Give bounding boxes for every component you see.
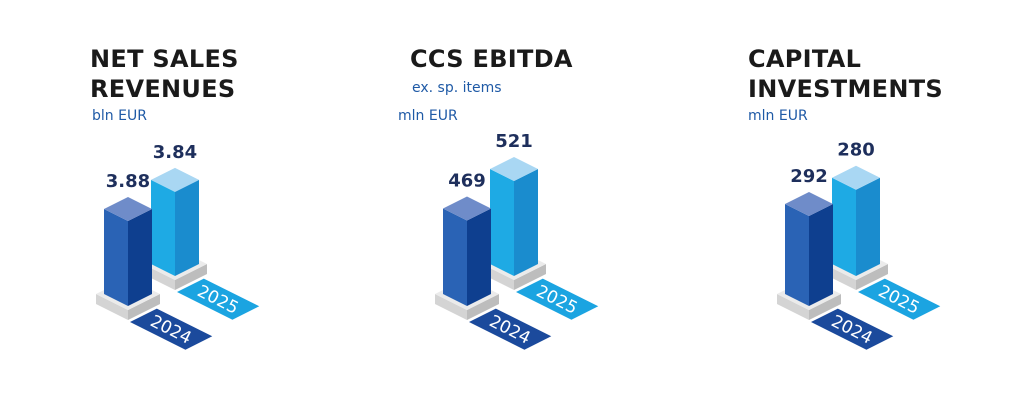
bar-2025-top-face xyxy=(832,165,880,190)
bar-2025-left-face xyxy=(832,177,856,276)
chart-title-line2: INVESTMENTS xyxy=(748,75,943,103)
value-label: 280 xyxy=(837,140,875,161)
bar-2025-left-face xyxy=(151,179,175,276)
bar-2024-right-face xyxy=(809,204,833,306)
value-label: 292 xyxy=(790,166,828,187)
pedestal-right-face xyxy=(514,264,546,290)
bar-2024-top-face xyxy=(785,192,833,216)
value-label: 469 xyxy=(448,170,486,191)
bar-2024-left-face xyxy=(785,204,809,306)
year-plate-2025 xyxy=(858,278,941,320)
year-plate-2024 xyxy=(469,308,552,350)
chart-title-line1: NET SALES xyxy=(90,45,239,73)
chart-subtitle: ex. sp. items xyxy=(412,80,502,96)
year-plate-2024 xyxy=(811,308,894,350)
pedestal-right-face xyxy=(128,294,160,320)
unit-label: mln EUR xyxy=(748,108,808,124)
bar-2024-left-face xyxy=(104,209,128,306)
panel-capital-investments: CAPITAL INVESTMENTS mln EUR xyxy=(748,44,1008,124)
pedestal-left-face xyxy=(777,294,809,320)
pedestal-right-face xyxy=(856,264,888,290)
panel-ccs-ebitda: CCS EBITDA ex. sp. items mln EUR xyxy=(398,44,670,124)
bar-2025-top-face xyxy=(490,157,538,181)
value-label: 521 xyxy=(495,131,533,152)
bar-2024-right-face xyxy=(467,208,491,306)
bar-2025-left-face xyxy=(490,169,514,276)
pedestal-right-face xyxy=(175,264,207,290)
value-label: 3.88 xyxy=(106,171,150,192)
pedestal-left-face xyxy=(96,294,128,320)
bar-2024-top-face xyxy=(443,196,491,221)
unit-label: mln EUR xyxy=(398,108,458,124)
year-plate-2025 xyxy=(516,278,599,320)
panel-net-sales: NET SALES REVENUES bln EUR xyxy=(90,44,350,124)
bar-2025-right-face xyxy=(514,169,538,276)
chart-title-line1: CCS EBITDA xyxy=(410,45,573,73)
bar-2025-right-face xyxy=(175,179,199,276)
bar-2024-left-face xyxy=(443,208,467,306)
year-plate-2024 xyxy=(130,308,213,350)
unit-label: bln EUR xyxy=(92,108,147,124)
bar-2025-right-face xyxy=(856,177,880,276)
pedestal-right-face xyxy=(809,294,841,320)
pedestal-left-face xyxy=(435,294,467,320)
value-label: 3.84 xyxy=(153,142,197,163)
chart-title-line2: REVENUES xyxy=(90,75,236,103)
bar-2024-right-face xyxy=(128,209,152,306)
year-plate-2025 xyxy=(177,278,260,320)
pedestal-right-face xyxy=(467,294,499,320)
chart-title-line1: CAPITAL xyxy=(748,45,862,73)
bar-2024-top-face xyxy=(104,197,152,221)
bar-2025-top-face xyxy=(151,167,199,192)
